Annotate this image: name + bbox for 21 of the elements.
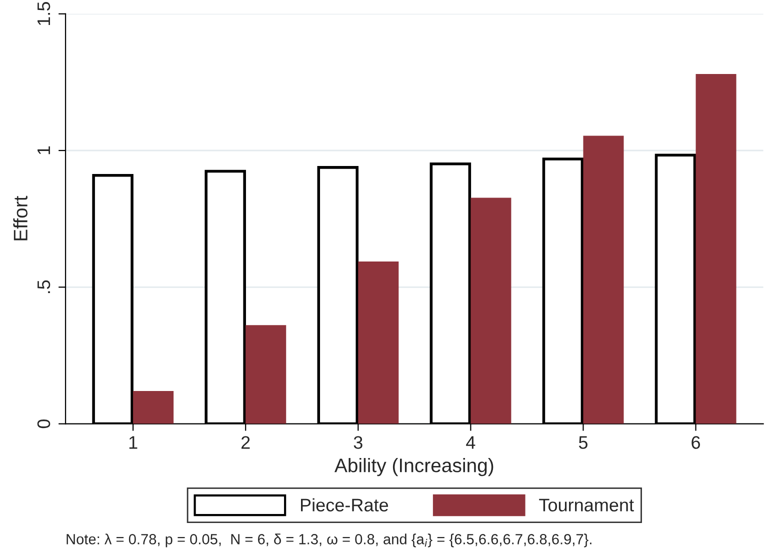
x-tick-label: 6: [692, 436, 700, 449]
legend-label: Tournament: [539, 498, 634, 512]
bar: [246, 325, 286, 424]
text: Note: λ = 0.78, p = 0.05, N = 6, δ = 1.3, ω = 0.8, and {a$_{i}$} = {6.5,6.6,6.7,6.8,6.9,7}.: [66, 534, 592, 548]
legend-label: Piece-Rate: [301, 498, 388, 512]
x-tick-label: 1: [129, 436, 138, 449]
y-tick-label: 0: [37, 419, 50, 428]
y-axis-title: Effort: [13, 196, 28, 240]
y-tick-label: 1.5: [38, 2, 50, 26]
bar: [583, 136, 624, 424]
x-tick-label: 4: [466, 436, 476, 449]
bar: [358, 261, 399, 424]
y-tick-label: .5: [38, 280, 50, 294]
bar: [133, 391, 174, 424]
x-axis-title: Ability (Increasing): [334, 458, 494, 476]
bar: [470, 198, 512, 424]
x-tick-label: 5: [578, 436, 588, 449]
bar: [696, 74, 736, 424]
x-tick-label: 2: [241, 436, 250, 449]
x-tick-label: 3: [354, 436, 362, 449]
y-tick-label: 1: [38, 146, 50, 154]
